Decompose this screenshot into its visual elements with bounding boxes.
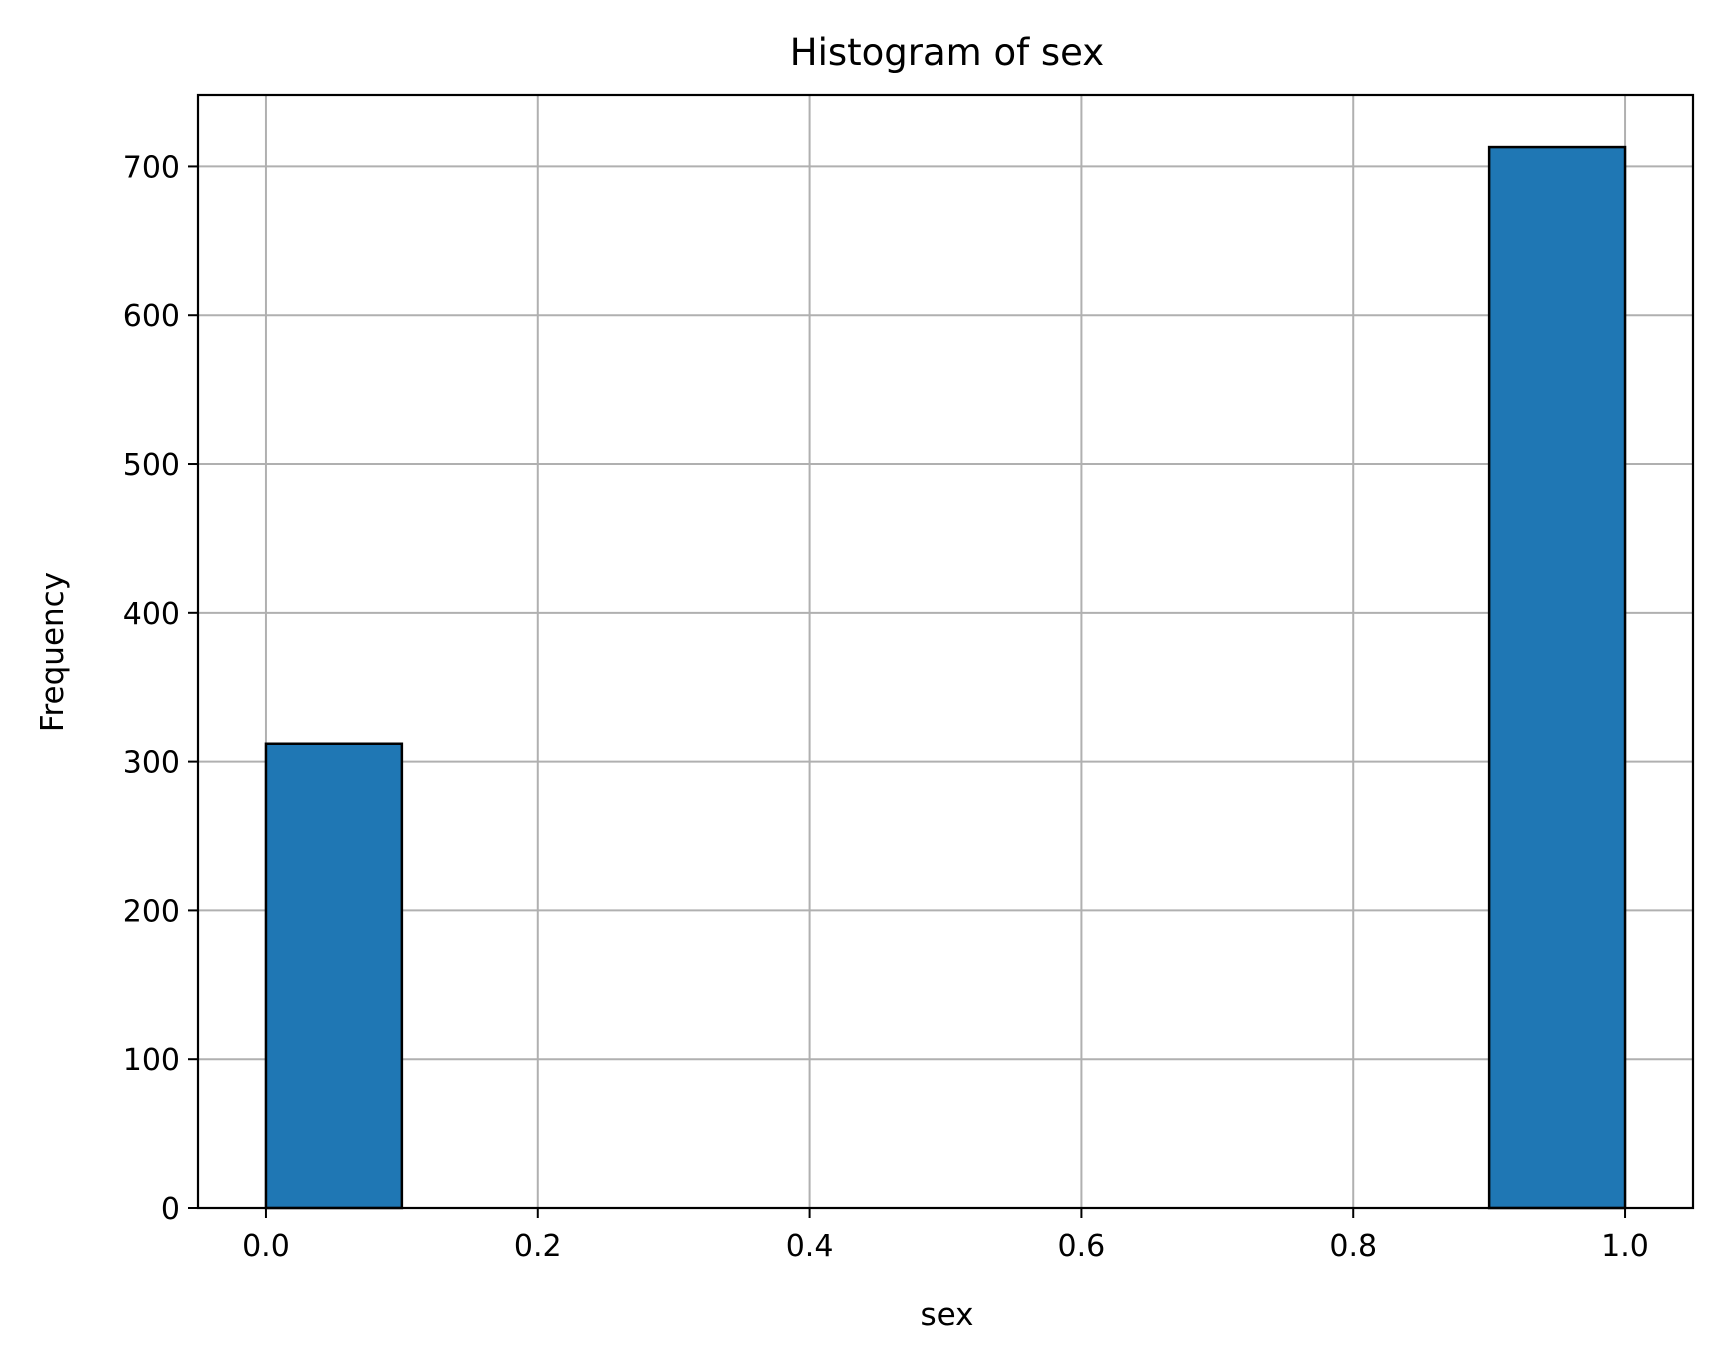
y-tick-label-2: 200 [123, 894, 180, 929]
y-axis-label: Frequency [35, 572, 71, 732]
x-tick-label-3: 0.6 [1058, 1229, 1106, 1264]
plot-frame [196, 93, 1695, 1210]
y-tick-label-0: 0 [161, 1192, 180, 1227]
y-tick-label-6: 600 [123, 299, 180, 334]
bars [264, 145, 1627, 1210]
bar-0 [264, 742, 404, 1210]
x-tick-label-2: 0.4 [786, 1229, 834, 1264]
x-axis-label: sex [920, 1297, 973, 1333]
y-tick-label-1: 100 [123, 1043, 180, 1078]
y-axis-ticks: 0 100 200 300 400 500 600 700 [123, 150, 198, 1227]
grid-lines [198, 95, 1693, 1209]
y-tick-label-4: 400 [123, 597, 180, 632]
x-tick-label-0: 0.0 [242, 1229, 290, 1264]
x-tick-label-1: 0.2 [514, 1229, 562, 1264]
y-tick-label-5: 500 [123, 448, 180, 483]
y-tick-label-7: 700 [123, 150, 180, 185]
chart-title: Histogram of sex [790, 31, 1104, 74]
y-tick-label-3: 300 [123, 746, 180, 781]
bar-1 [1487, 145, 1627, 1210]
x-tick-label-5: 1.0 [1601, 1229, 1649, 1264]
x-tick-label-4: 0.8 [1329, 1229, 1377, 1264]
x-axis-ticks: 0.0 0.2 0.4 0.6 0.8 1.0 [242, 1208, 1649, 1264]
